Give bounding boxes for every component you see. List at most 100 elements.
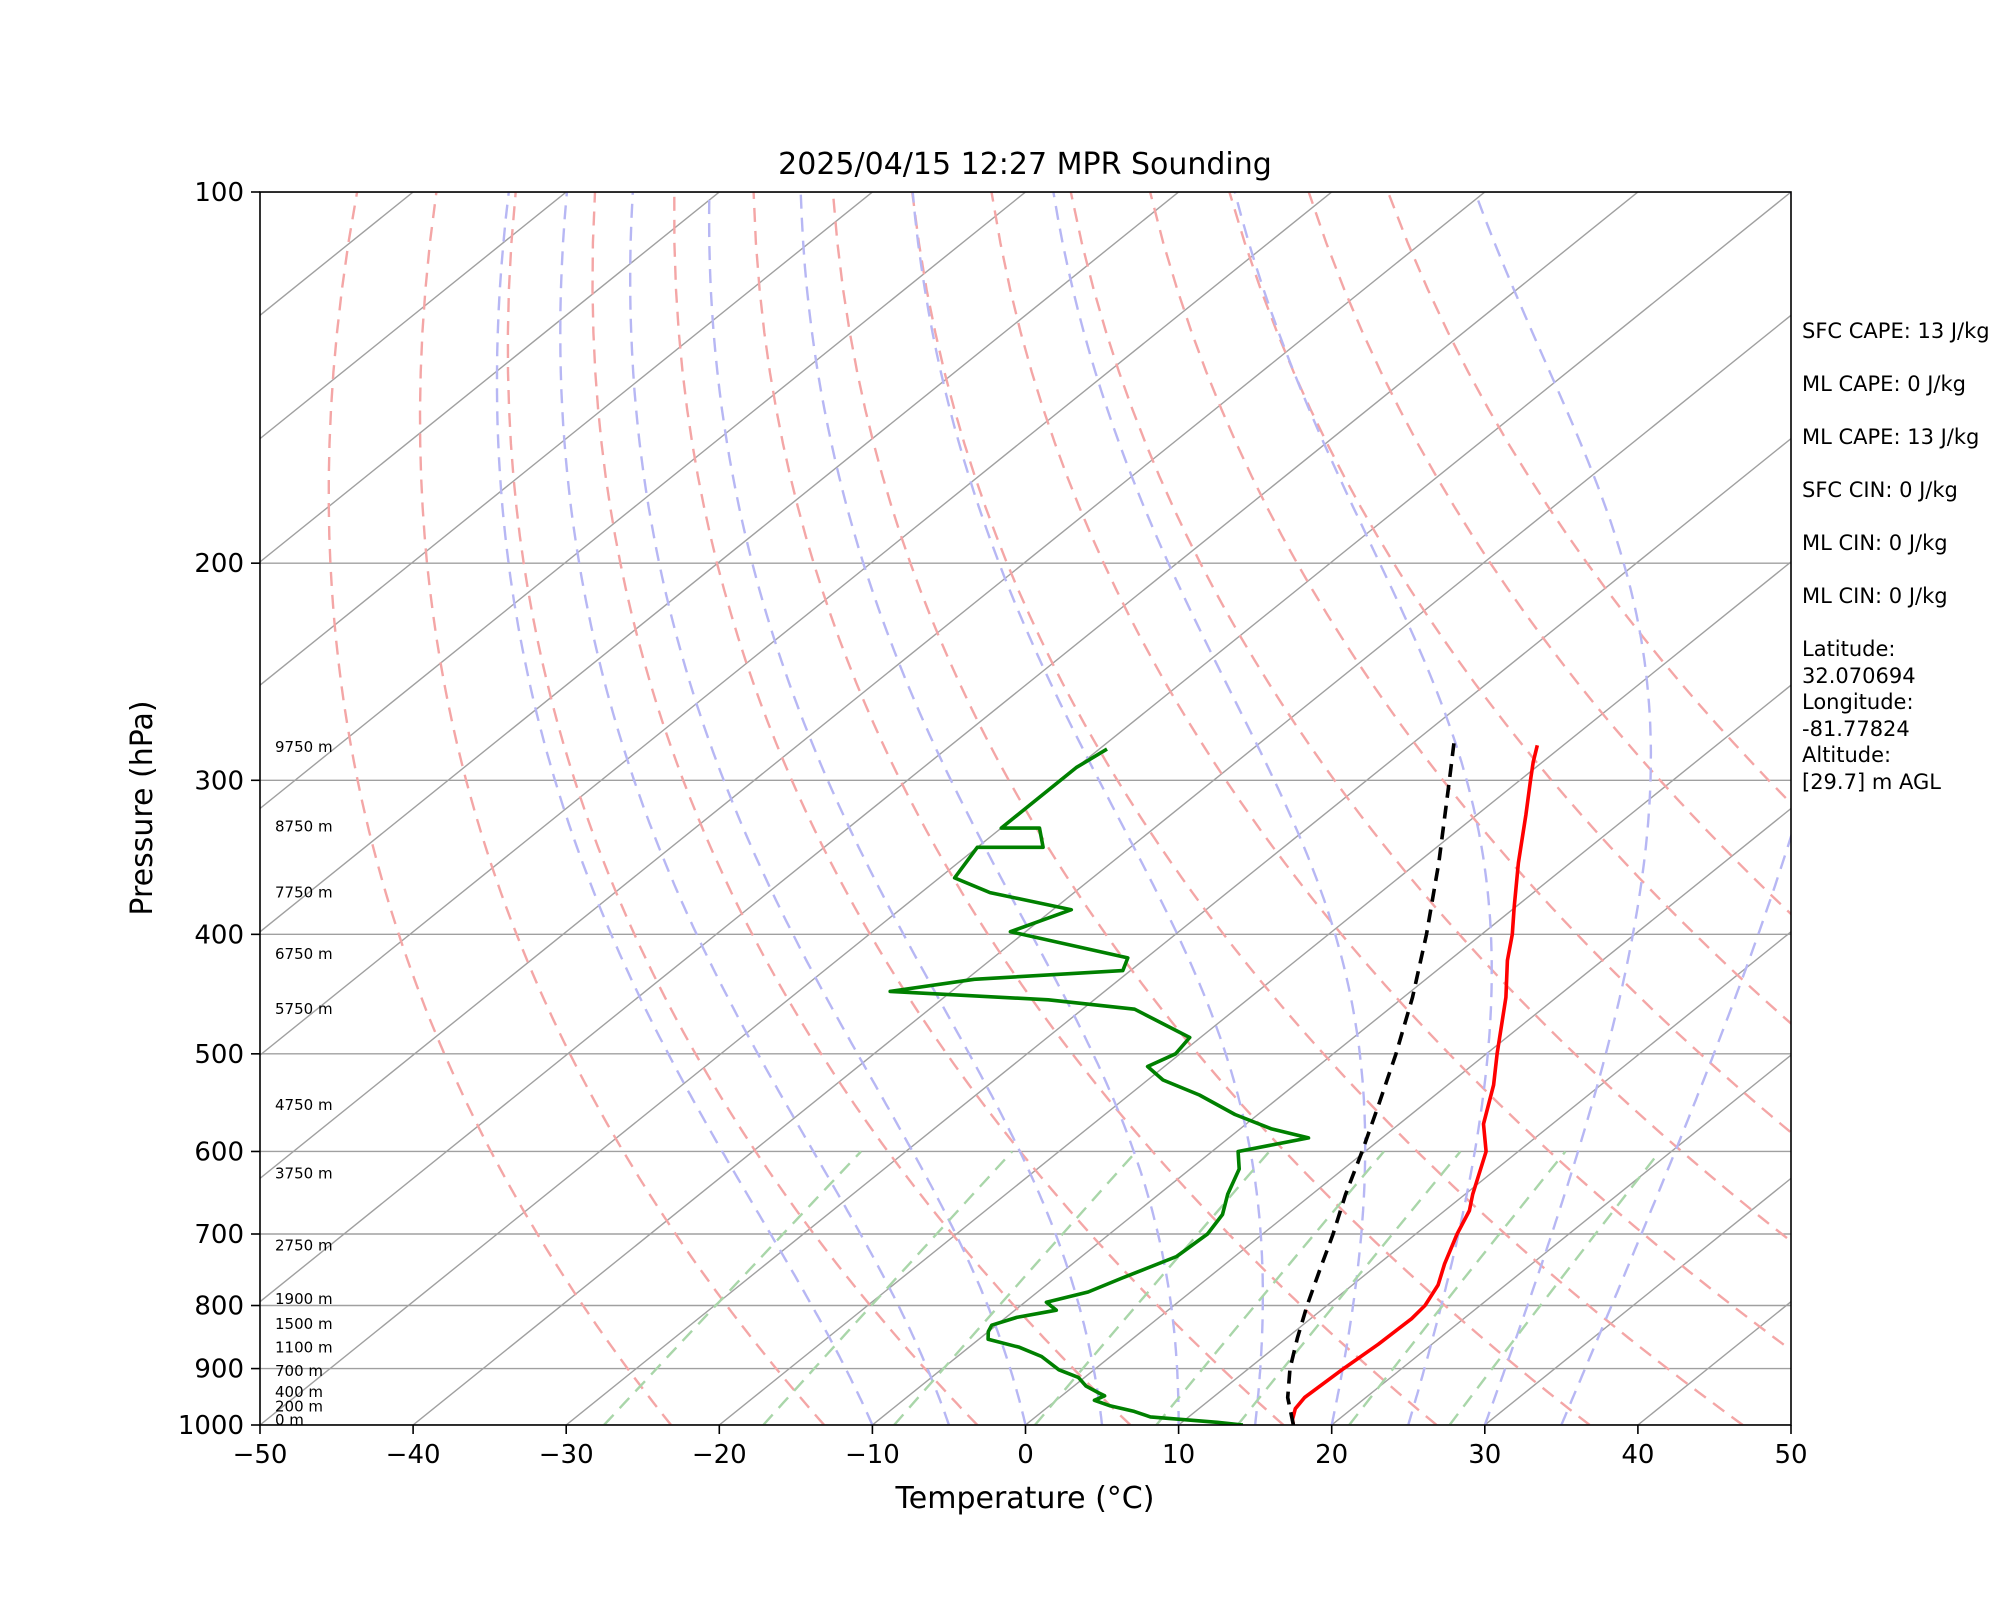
isotherm-line [260,192,568,440]
height-label: 4750 m [275,1096,333,1114]
chart-title: 2025/04/15 12:27 MPR Sounding [778,147,1272,182]
isotherm-line [1177,930,1791,1425]
height-label: 0 m [275,1411,304,1429]
stat-value: [29.7] m AGL [1802,770,1941,794]
parcel-profile [1285,743,1456,1425]
stat-value: 32.070694 [1802,664,1916,688]
moist-adiabat-line [1233,192,1493,1425]
height-label: 1900 m [275,1290,333,1308]
isotherm-line [1483,1177,1791,1425]
moist-adiabat-line [1052,192,1367,1425]
stat-label: Altitude: [1802,743,1891,767]
dry-adiabat-line [1307,192,1791,916]
y-tick-label: 700 [194,1220,244,1250]
isotherm-line [260,192,1640,1303]
y-axis-label: Pressure (hPa) [125,700,160,915]
mixing-ratio-line [1033,1150,1271,1425]
height-label: 2750 m [275,1236,333,1254]
dry-adiabat-line [831,192,1591,1425]
sounding-stats: SFC CAPE: 13 J/kg ML CAPE: 0 J/kg ML CAPE:… [1802,319,1990,794]
x-tick-label: −20 [692,1440,747,1470]
dewpoint-profile [888,747,1311,1425]
stat-label: ML CAPE: 0 J/kg [1802,372,1966,396]
x-tick-label: −30 [539,1440,594,1470]
mixing-ratio-line [1348,1150,1567,1425]
dry-adiabat-line [1228,192,1791,1026]
isotherm-line [1789,1424,1791,1425]
dry-adiabat-line [1069,192,1791,1243]
y-tick-label: 900 [194,1355,244,1385]
isotherm-line [260,192,1333,1056]
x-axis: −50 −40 −30 −20 −10 0 10 20 30 40 50 [233,1425,1808,1470]
dry-adiabat-line [506,192,979,1425]
y-tick-label: 1000 [178,1411,244,1441]
dry-adiabat-line [418,192,826,1425]
stat-label: SFC CAPE: 13 J/kg [1802,319,1990,343]
isotherm-line [411,314,1791,1425]
profile-lines [888,743,1540,1425]
isotherm-line [1024,807,1791,1425]
height-label: 1100 m [275,1338,333,1356]
isotherm-line [260,192,1180,933]
y-axis: 1000 900 800 700 600 500 400 300 200 100 [178,178,260,1441]
height-label: 9750 m [275,738,333,756]
isotherm-line [1636,1300,1791,1425]
dry-adiabat-line [990,192,1791,1352]
y-tick-label: 500 [194,1040,244,1070]
x-tick-label: 40 [1621,1440,1654,1470]
x-tick-label: 20 [1315,1440,1348,1470]
height-label: 3750 m [275,1164,333,1182]
x-tick-label: −10 [845,1440,900,1470]
stat-label: ML CIN: 0 J/kg [1802,531,1948,555]
y-tick-label: 100 [194,178,244,208]
y-tick-label: 600 [194,1137,244,1167]
height-label: 7750 m [275,884,333,902]
isotherm-line [718,561,1791,1425]
dry-adiabat-line [673,192,1285,1425]
dry-adiabat-line [911,192,1744,1425]
isotherm-line [260,192,1486,1180]
height-labels: 9750 m 8750 m 7750 m 6750 m 5750 m 4750 m 3750… [275,738,333,1429]
isotherm-line [871,684,1791,1425]
x-tick-label: 30 [1468,1440,1501,1470]
x-tick-label: 10 [1162,1440,1195,1470]
y-tick-label: 200 [194,549,244,579]
x-tick-label: −40 [386,1440,441,1470]
moist-adiabat-line [495,192,874,1425]
temperature-profile [1290,744,1540,1425]
moist-adiabat-line [629,192,1027,1425]
y-tick-label: 800 [194,1292,244,1322]
height-label: 8750 m [275,817,333,835]
dry-adiabat-line [752,192,1438,1425]
x-axis-label: Temperature (°C) [895,1481,1155,1516]
stat-label: Longitude: [1802,690,1914,714]
height-label: 5750 m [275,1000,333,1018]
x-tick-label: 0 [1017,1440,1034,1470]
isotherm-line [260,192,1027,810]
height-label: 700 m [275,1362,323,1380]
y-tick-label: 300 [194,766,244,796]
x-tick-label: −50 [233,1440,288,1470]
moist-adiabat-line [707,192,1104,1425]
mixing-ratio-line [1236,1150,1462,1425]
dry-adiabat-line [327,192,673,1425]
moist-adiabat-line [1473,192,1653,1425]
mixing-ratio-line [1155,1150,1385,1425]
dry-adiabat-line [591,192,1132,1425]
moist-adiabat-line [911,192,1264,1425]
mixing-ratio-line [1448,1150,1661,1425]
stat-label: ML CIN: 0 J/kg [1802,584,1948,608]
mixing-ratio-line [762,1150,1014,1425]
isotherm-line [260,192,874,687]
isotherm-line [565,437,1791,1425]
stat-label: SFC CIN: 0 J/kg [1802,478,1958,502]
moist-adiabat-line [799,192,1180,1425]
isotherm-line [1330,1054,1791,1425]
isotherm-line [260,192,721,563]
isotherm-line [260,192,415,317]
y-tick-label: 400 [194,920,244,950]
x-tick-label: 50 [1774,1440,1807,1470]
stat-value: -81.77824 [1802,717,1910,741]
background-lines [260,192,1791,1425]
